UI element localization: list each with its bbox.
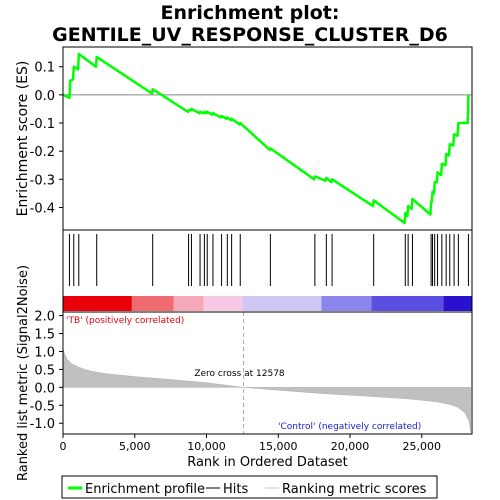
heat-segment xyxy=(63,296,132,311)
es-ytick-label: 0.0 xyxy=(34,89,55,104)
es-ytick-label: -0.1 xyxy=(30,117,55,132)
ranking-metric-area xyxy=(62,347,471,433)
heat-segment xyxy=(242,296,322,311)
negative-correlation-label: 'Control' (negatively correlated) xyxy=(278,422,421,432)
rank-xlabel: Rank in Ordered Dataset xyxy=(187,455,348,470)
legend-box xyxy=(61,475,438,499)
zero-cross-annotation: Zero cross at 12578 xyxy=(194,369,285,379)
rank-ytick-label: 1.5 xyxy=(34,328,55,343)
rank-ytick-label: 1.0 xyxy=(34,345,55,360)
heat-segment xyxy=(371,296,444,311)
rank-xtick-label: 25,000 xyxy=(403,440,442,453)
es-ytick-label: -0.2 xyxy=(30,145,55,160)
ranking-panel-frame xyxy=(62,311,473,435)
rank-xtick-label: 10,000 xyxy=(187,440,226,453)
chart-title-line1: Enrichment plot: xyxy=(160,2,340,24)
rank-ylabel: Ranked list metric (Signal2Noise) xyxy=(16,265,31,481)
rank-xtick-label: 15,000 xyxy=(259,440,298,453)
chart-title-line2: GENTILE_UV_RESPONSE_CLUSTER_D6 xyxy=(52,24,448,46)
rank-ytick-label: 2.0 xyxy=(34,310,55,325)
legend-label-enrichment: Enrichment profile xyxy=(85,482,205,497)
heat-segment xyxy=(173,296,204,311)
es-ytick-label: 0.1 xyxy=(34,61,55,76)
rank-xtick-label: 20,000 xyxy=(331,440,370,453)
legend-label-ranking: Ranking metric scores xyxy=(282,482,427,497)
es-ylabel: Enrichment score (ES) xyxy=(15,61,31,217)
rank-ytick-label: 0.5 xyxy=(34,363,55,378)
rank-xtick-label: 5,000 xyxy=(119,440,151,453)
positive-correlation-label: 'TB' (positively correlated) xyxy=(66,316,184,326)
heat-segment xyxy=(321,296,372,311)
es-ytick-label: -0.4 xyxy=(30,201,55,216)
heat-segment xyxy=(203,296,243,311)
heat-segment xyxy=(443,296,472,311)
legend-label-hits: Hits xyxy=(223,482,248,497)
rank-ytick-label: 0.0 xyxy=(34,381,55,396)
heat-segment xyxy=(131,296,174,311)
enrichment-profile-line xyxy=(62,52,470,225)
rank-ytick-label: -0.5 xyxy=(30,399,55,414)
rank-xtick-label: 0 xyxy=(60,440,67,453)
rank-ytick-label: -1.0 xyxy=(30,417,55,432)
es-ytick-label: -0.3 xyxy=(30,173,55,188)
